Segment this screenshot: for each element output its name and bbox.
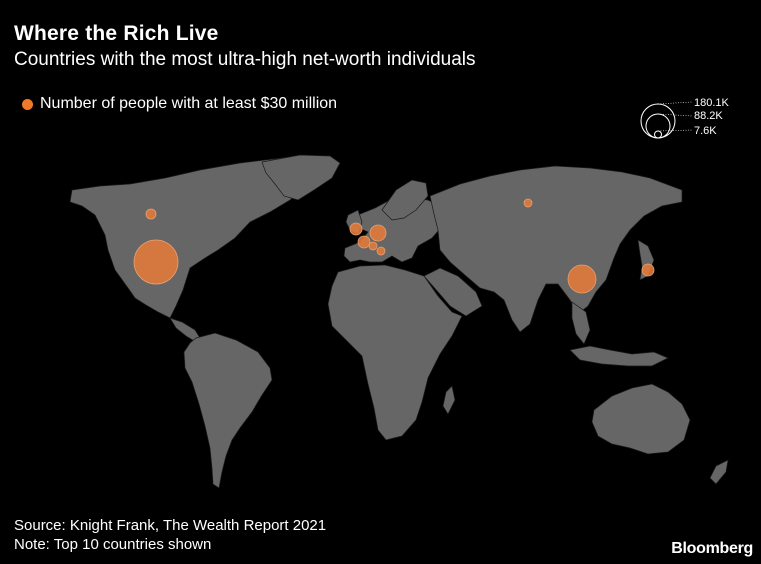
size-legend: 180.1K 88.2K 7.6K: [640, 97, 730, 139]
legend-dot-icon: [22, 98, 33, 110]
color-legend: Number of people with at least $30 milli…: [22, 95, 337, 113]
landmass-australia: [591, 383, 691, 455]
size-legend-leader-large: [657, 101, 693, 105]
source-note: Source: Knight Frank, The Wealth Report …: [14, 517, 327, 534]
size-legend-circle-small: [654, 130, 662, 139]
size-legend-leader-medium: [657, 113, 693, 117]
size-legend-label-large: 180.1K: [694, 97, 730, 109]
bloomberg-logo: Bloomberg: [671, 540, 753, 557]
world-map: [69, 154, 729, 489]
landmass-greenland: [261, 154, 341, 201]
landmass-new-zealand: [709, 459, 729, 485]
bubble-canada: [145, 208, 157, 220]
landmass-africa: [327, 264, 463, 441]
size-legend-label-medium: 88.2K: [694, 110, 723, 122]
bubble-japan: [641, 263, 655, 277]
chart-subtitle: Countries with the most ultra-high net-w…: [14, 49, 476, 70]
landmass-southeast-asia: [571, 301, 591, 345]
landmass-asia: [429, 165, 683, 333]
landmass-north-america: [69, 156, 334, 319]
bubble-germany: [369, 224, 387, 242]
landmass-scandinavia: [381, 179, 429, 221]
landmass-south-america: [183, 332, 273, 489]
size-legend-circle-medium: [645, 113, 671, 139]
bubbles: [133, 198, 655, 294]
landmass-arabia: [423, 267, 483, 317]
bubble-china: [567, 264, 597, 294]
bubble-italy: [376, 246, 386, 256]
size-legend-circle-large: [640, 103, 676, 139]
legend-label: Number of people with at least $30 milli…: [40, 95, 338, 112]
bubble-united-states: [133, 239, 179, 285]
chart-title: Where the Rich Live: [14, 22, 219, 45]
bubble-france: [357, 235, 371, 249]
size-legend-leader-small: [657, 129, 693, 132]
footnote: Note: Top 10 countries shown: [14, 536, 212, 553]
land-masses: [69, 154, 729, 489]
bubble-russia: [523, 198, 533, 208]
bubble-united-kingdom: [349, 222, 363, 236]
landmass-madagascar: [442, 385, 456, 415]
size-legend-label-small: 7.6K: [694, 125, 717, 137]
landmass-indonesia: [569, 345, 669, 367]
bubble-switzerland: [368, 241, 378, 251]
